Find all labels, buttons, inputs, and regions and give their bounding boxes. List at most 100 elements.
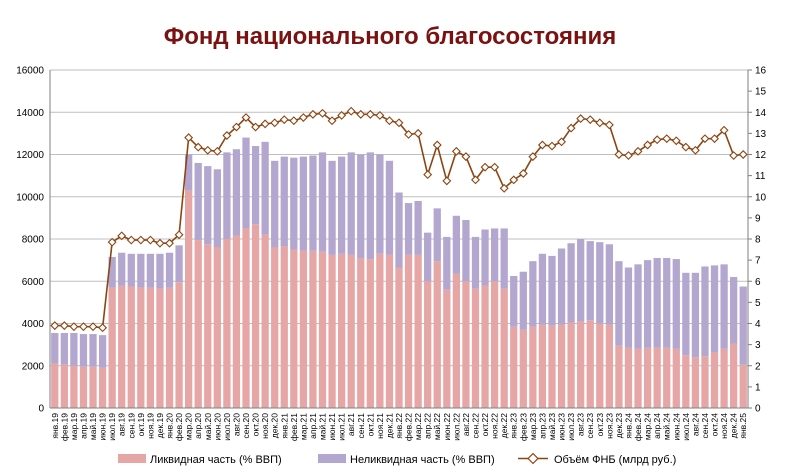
volume-point bbox=[203, 145, 213, 155]
volume-point bbox=[337, 110, 347, 120]
axes: 0200040006000800010000120001400016000012… bbox=[16, 66, 766, 415]
bar-liquid bbox=[146, 287, 155, 408]
bar-illiquid bbox=[185, 154, 193, 191]
x-tick-label: май.22 bbox=[432, 413, 442, 440]
x-tick-label: апр.24 bbox=[652, 413, 662, 439]
bar-illiquid bbox=[299, 156, 308, 251]
volume-point bbox=[79, 322, 88, 332]
bar-illiquid bbox=[357, 154, 365, 259]
bar-illiquid bbox=[318, 152, 327, 252]
bar-liquid bbox=[98, 367, 107, 408]
volume-point bbox=[681, 142, 691, 152]
bar-liquid bbox=[443, 289, 451, 408]
bar-illiquid bbox=[223, 152, 231, 239]
volume-point bbox=[98, 323, 108, 333]
bar-illiquid bbox=[290, 157, 298, 250]
volume-point bbox=[212, 146, 222, 156]
bar-liquid bbox=[232, 235, 241, 408]
bar-liquid bbox=[137, 287, 145, 408]
bar-illiquid bbox=[577, 239, 585, 322]
x-tick-label: авг.19 bbox=[117, 413, 127, 436]
volume-point bbox=[442, 176, 452, 186]
bar-illiquid bbox=[730, 277, 738, 344]
volume-point bbox=[375, 110, 385, 120]
bar-illiquid bbox=[70, 333, 78, 366]
bar-illiquid bbox=[251, 146, 260, 225]
volume-point bbox=[595, 118, 605, 128]
volume-point bbox=[671, 136, 681, 146]
volume-point bbox=[145, 235, 155, 245]
x-tick-label: фев.21 bbox=[289, 413, 299, 441]
bar-illiquid bbox=[634, 264, 642, 349]
bar-liquid bbox=[318, 251, 327, 408]
bar-illiquid bbox=[280, 156, 288, 247]
x-tick-label: сен.20 bbox=[241, 413, 251, 439]
volume-point bbox=[499, 183, 509, 193]
x-tick-label: май.20 bbox=[203, 413, 213, 440]
volume-point bbox=[576, 114, 586, 124]
bar-illiquid bbox=[337, 156, 346, 254]
bar-liquid bbox=[213, 247, 221, 408]
x-tick-label: июл.19 bbox=[107, 413, 117, 441]
bar-liquid bbox=[577, 321, 585, 408]
x-tick-label: окт.19 bbox=[136, 413, 146, 437]
volume-point bbox=[662, 134, 672, 144]
bar-illiquid bbox=[510, 275, 518, 327]
bar-illiquid bbox=[720, 264, 728, 349]
volume-point bbox=[298, 113, 308, 122]
bar-illiquid bbox=[624, 267, 633, 348]
volume-point bbox=[59, 321, 69, 331]
bar-liquid bbox=[730, 343, 738, 408]
bar-illiquid bbox=[672, 259, 680, 349]
bar-liquid bbox=[471, 288, 480, 408]
bar-illiquid bbox=[347, 152, 355, 255]
volume-point bbox=[279, 115, 289, 125]
bar-liquid bbox=[414, 254, 422, 408]
x-tick-label: янв.21 bbox=[279, 413, 289, 439]
bar-liquid bbox=[337, 253, 346, 408]
x-tick-label: апр.21 bbox=[308, 413, 318, 439]
volume-point bbox=[117, 231, 127, 241]
bar-liquid bbox=[251, 224, 260, 408]
volume-point bbox=[461, 152, 471, 162]
volume-point bbox=[633, 146, 643, 156]
chart-title: Фонд национального благосостояния bbox=[164, 23, 616, 50]
x-tick-label: янв.24 bbox=[623, 413, 633, 439]
legend-swatch-liquid bbox=[118, 454, 146, 463]
y-right-tick-label: 12 bbox=[755, 150, 767, 161]
legend-marker-volume bbox=[527, 452, 539, 465]
bar-illiquid bbox=[424, 232, 432, 282]
bar-illiquid bbox=[213, 169, 221, 248]
volume-point bbox=[700, 134, 710, 144]
x-tick-label: ноя.23 bbox=[604, 413, 614, 439]
volume-point bbox=[719, 125, 729, 135]
bar-illiquid bbox=[146, 253, 155, 288]
x-tick-label: дек.24 bbox=[729, 413, 739, 438]
bar-liquid bbox=[605, 324, 613, 408]
bar-illiquid bbox=[366, 152, 374, 260]
bar-liquid bbox=[328, 254, 336, 408]
bar-illiquid bbox=[529, 261, 537, 327]
volume-point bbox=[289, 116, 299, 126]
bar-illiquid bbox=[261, 141, 269, 235]
bar-liquid bbox=[280, 246, 288, 408]
y-left-tick-label: 16000 bbox=[16, 66, 44, 77]
y-right-tick-label: 1 bbox=[755, 382, 761, 393]
x-tick-label: дек.21 bbox=[384, 413, 394, 438]
bar-liquid bbox=[548, 325, 556, 408]
volume-point bbox=[490, 162, 500, 172]
volume-point bbox=[69, 322, 79, 332]
y-left-tick-label: 6000 bbox=[22, 277, 45, 288]
x-tick-label: мар.19 bbox=[69, 413, 79, 440]
bar-liquid bbox=[653, 347, 661, 408]
x-tick-label: сен.23 bbox=[585, 413, 595, 439]
bar-illiquid bbox=[137, 253, 145, 288]
volume-point bbox=[231, 122, 241, 132]
x-tick-label: мар.23 bbox=[528, 413, 538, 440]
volume-point bbox=[585, 115, 595, 125]
bar-illiquid bbox=[404, 203, 413, 255]
x-tick-label: май.23 bbox=[547, 413, 557, 440]
volume-point bbox=[260, 119, 270, 129]
x-tick-label: ноя.22 bbox=[490, 413, 500, 439]
bar-liquid bbox=[567, 322, 575, 408]
